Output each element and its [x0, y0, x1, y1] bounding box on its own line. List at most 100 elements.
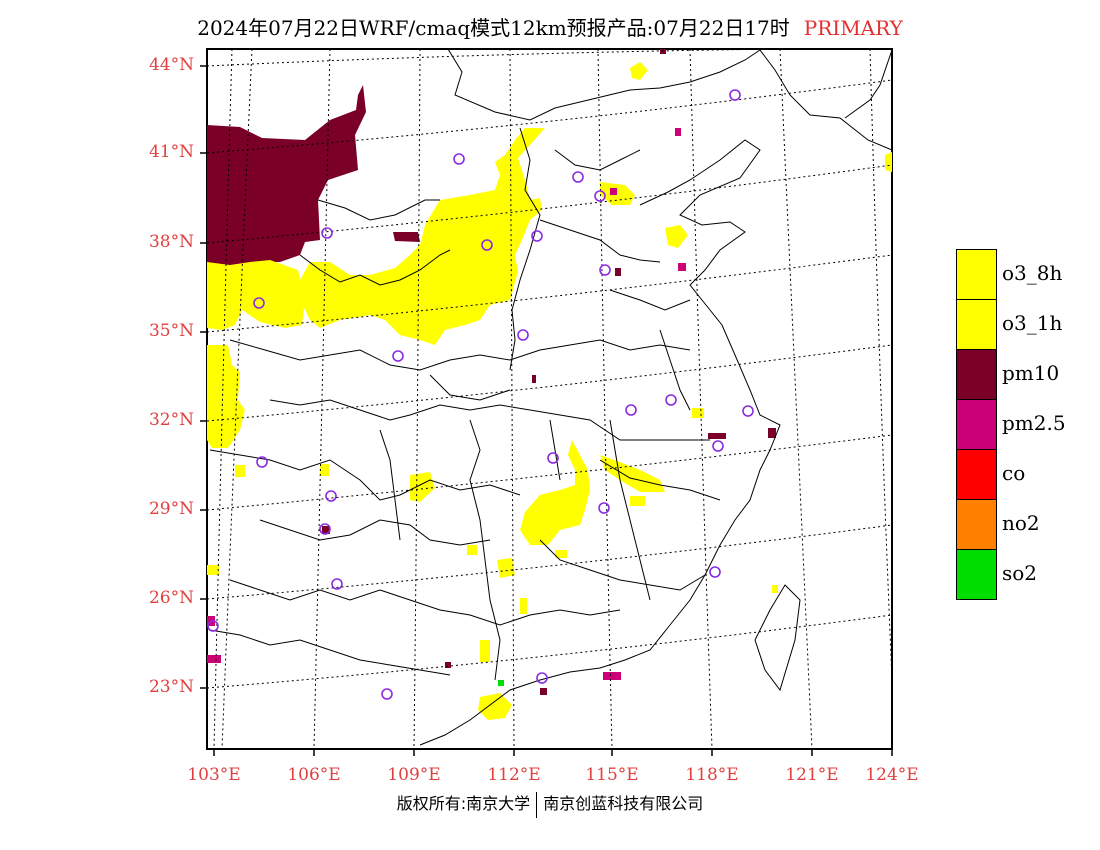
station-marker — [331, 578, 343, 590]
station-marker — [325, 490, 337, 502]
o3-patch — [207, 565, 219, 575]
pm10-patch — [660, 49, 666, 54]
axis-ticks — [200, 65, 893, 756]
pm10-patch — [393, 232, 420, 242]
lon-label: 103°E — [187, 765, 241, 785]
station-marker — [536, 672, 548, 684]
station-marker — [665, 394, 677, 406]
lat-label: 44°N — [148, 55, 194, 75]
station-marker — [712, 440, 724, 452]
o3-patch — [235, 465, 245, 477]
o3-patch — [692, 408, 704, 418]
stations — [207, 89, 754, 700]
legend-label: o3_1h — [1002, 311, 1063, 335]
station-marker — [572, 171, 584, 183]
legend-swatch — [956, 499, 997, 550]
map-title: 2024年07月22日WRF/cmaq模式12km预报产品:07月22日17时 P… — [0, 12, 1100, 41]
footer-divider — [536, 791, 538, 818]
station-marker — [625, 404, 637, 416]
legend-swatch — [956, 249, 997, 300]
o3-region-central — [520, 440, 590, 545]
o3-region-hunan — [497, 558, 515, 578]
copyright-left: 版权所有:南京大学 — [396, 794, 531, 813]
o3-patch — [520, 598, 527, 614]
o3-patch — [467, 545, 477, 555]
lat-label: 23°N — [148, 677, 194, 697]
station-marker — [392, 350, 404, 362]
pm10-patch — [708, 433, 726, 439]
lon-label: 124°E — [865, 765, 919, 785]
lon-label: 121°E — [785, 765, 839, 785]
title-text: 2024年07月22日WRF/cmaq模式12km预报产品:07月22日17时 — [197, 16, 790, 40]
o3-patch — [480, 640, 490, 662]
station-marker — [709, 566, 721, 578]
o3-region-east-edge — [885, 152, 892, 172]
so2-patch — [498, 680, 504, 686]
station-marker — [481, 239, 493, 251]
o3-patch — [320, 464, 329, 476]
pm25-patch — [207, 655, 221, 663]
pm10-patch — [322, 526, 330, 534]
lon-label: 106°E — [287, 765, 341, 785]
station-marker — [319, 523, 331, 535]
station-marker — [253, 297, 265, 309]
o3-patch — [630, 496, 645, 506]
legend-label: so2 — [1002, 561, 1038, 585]
pm25-patch — [610, 188, 617, 195]
lat-label: 35°N — [148, 321, 194, 341]
pm10-patch — [445, 662, 451, 668]
station-marker — [531, 230, 543, 242]
lat-label: 29°N — [148, 499, 194, 519]
pm10-region-northwest — [207, 85, 366, 270]
lon-label: 109°E — [387, 765, 441, 785]
station-marker — [547, 452, 559, 464]
legend-label: co — [1002, 461, 1026, 485]
station-marker — [742, 405, 754, 417]
station-marker — [598, 502, 610, 514]
o3-patch — [772, 585, 778, 593]
station-marker — [599, 264, 611, 276]
o3-patch — [555, 550, 567, 558]
legend-swatch — [956, 349, 997, 400]
pm10-patch — [615, 268, 621, 276]
o3-region-guangdong — [478, 693, 512, 720]
pm10-patch — [768, 428, 776, 438]
o3-region-north-china — [300, 128, 545, 345]
legend-label: o3_8h — [1002, 261, 1063, 285]
copyright-right: 南京创蓝科技有限公司 — [543, 794, 704, 813]
graticule — [207, 49, 892, 749]
station-marker — [729, 89, 741, 101]
legend-swatch — [956, 299, 997, 350]
pm25-patch — [603, 672, 621, 680]
station-marker — [594, 190, 606, 202]
station-marker — [453, 153, 465, 165]
pm10-patch — [532, 375, 536, 383]
lon-label: 112°E — [487, 765, 541, 785]
pm10-patch — [540, 688, 547, 695]
lat-label: 41°N — [148, 142, 194, 162]
lon-label: 115°E — [585, 765, 639, 785]
pm25-patch — [675, 128, 681, 136]
legend-swatch — [956, 549, 997, 600]
o3-region-hebei — [665, 225, 688, 248]
legend-swatch — [956, 449, 997, 500]
o3-region-sichuan-west — [207, 345, 245, 448]
lon-label: 118°E — [685, 765, 739, 785]
lat-label: 26°N — [148, 588, 194, 608]
o3-region-northeast — [630, 62, 648, 80]
station-marker — [207, 620, 219, 632]
legend-label: pm10 — [1002, 361, 1060, 385]
legend-label: no2 — [1002, 511, 1040, 535]
legend-label: pm2.5 — [1002, 411, 1066, 435]
o3-region-west — [207, 260, 305, 330]
station-marker — [256, 456, 268, 468]
station-marker — [517, 329, 529, 341]
pm25-patch — [678, 263, 686, 271]
station-marker — [321, 227, 333, 239]
lat-label: 38°N — [148, 232, 194, 252]
primary-tag: PRIMARY — [803, 16, 903, 40]
boundaries — [209, 49, 892, 746]
legend-swatch — [956, 399, 997, 450]
station-marker — [381, 688, 393, 700]
